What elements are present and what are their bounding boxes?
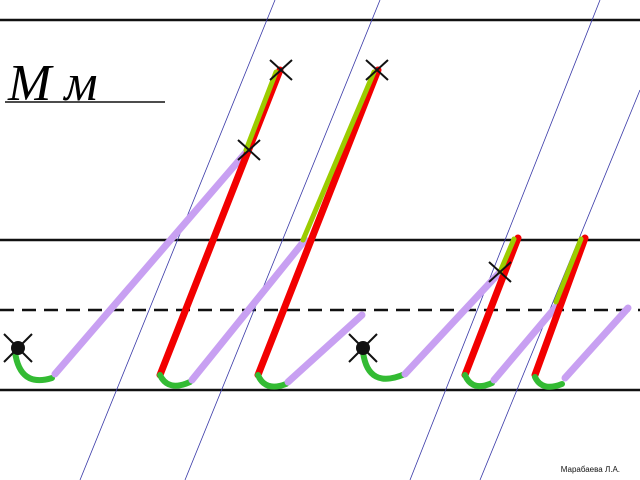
small-m-strokes [360, 234, 632, 390]
capital-m-strokes [12, 66, 382, 390]
slant-guides [79, 0, 640, 480]
author-credit: Марабаева Л.А. [561, 465, 620, 474]
start-points [3, 59, 512, 363]
ruled-lines [0, 18, 640, 392]
cursive-letters: М м [7, 55, 98, 112]
